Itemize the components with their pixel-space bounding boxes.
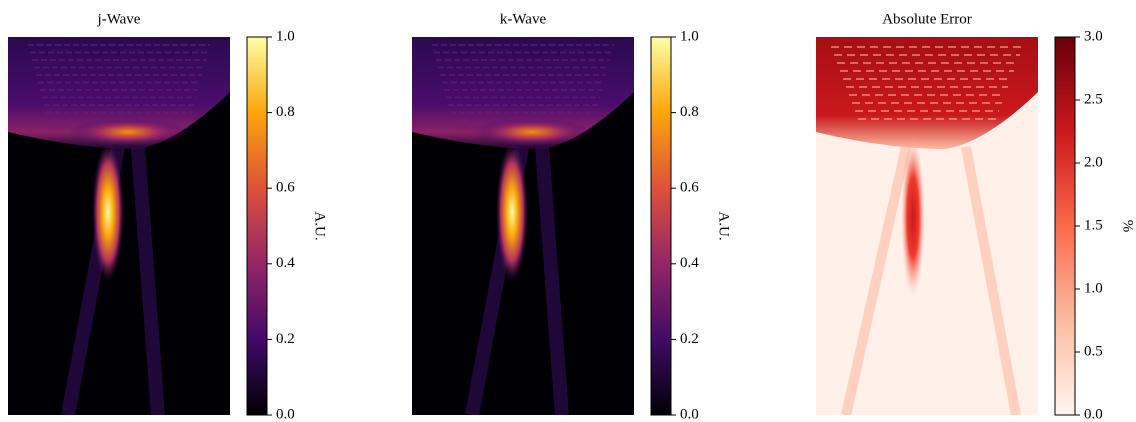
colorbar-tick-label: 0.0 bbox=[276, 406, 295, 422]
panel: k-Wave 0.0 0.2 0.4 0.6 0.8 1.0 A.U. bbox=[412, 11, 732, 422]
panel-title: j-Wave bbox=[97, 11, 141, 27]
heatmap-image bbox=[412, 37, 634, 415]
colorbar-tick-label: 2.0 bbox=[1084, 154, 1103, 170]
colorbar bbox=[1054, 36, 1076, 416]
colorbar-tick-label: 1.0 bbox=[680, 28, 699, 44]
colorbar-tick-label: 0.4 bbox=[276, 255, 295, 271]
colorbar bbox=[246, 36, 268, 416]
colorbar bbox=[650, 36, 672, 416]
image-streaks bbox=[841, 145, 1021, 415]
panel-title: Absolute Error bbox=[882, 11, 972, 27]
colorbar-tick-label: 2.5 bbox=[1084, 91, 1103, 107]
image-focus bbox=[92, 142, 124, 282]
colorbar-tick-label: 0.8 bbox=[276, 104, 295, 120]
colorbar-tick-label: 0.2 bbox=[276, 331, 295, 347]
panel-title: k-Wave bbox=[500, 11, 547, 27]
image-focus bbox=[496, 142, 528, 282]
colorbar-tick-label: 0.4 bbox=[680, 255, 699, 271]
panel: j-Wave 0.0 0.2 0.4 0.6 0.8 1.0 A.U. bbox=[8, 11, 328, 422]
image-focus bbox=[901, 137, 925, 297]
colorbar-tick-label: 0.0 bbox=[1084, 406, 1103, 422]
colorbar-tick-label: 3.0 bbox=[1084, 28, 1103, 44]
heatmap-image bbox=[816, 37, 1038, 415]
heatmap-image bbox=[8, 37, 230, 415]
colorbar-tick-label: 0.8 bbox=[680, 104, 699, 120]
colorbar-label: A.U. bbox=[716, 211, 732, 240]
panel: Absolute Error 0.0 0.5 1.0 1.5 2.0 2.5 3.0% bbox=[816, 11, 1136, 422]
colorbar-tick-label: 1.5 bbox=[1084, 217, 1103, 233]
colorbar-label: % bbox=[1120, 220, 1136, 233]
colorbar-tick-label: 0.5 bbox=[1084, 343, 1103, 359]
colorbar-tick-label: 0.6 bbox=[680, 180, 699, 196]
colorbar-tick-label: 0.2 bbox=[680, 331, 699, 347]
colorbar-tick-label: 1.0 bbox=[1084, 280, 1103, 296]
colorbar-tick-label: 0.0 bbox=[680, 406, 699, 422]
colorbar-tick-label: 1.0 bbox=[276, 28, 295, 44]
colorbar-label: A.U. bbox=[312, 211, 328, 240]
colorbar-tick-label: 0.6 bbox=[276, 180, 295, 196]
image-band bbox=[472, 118, 592, 146]
image-band bbox=[68, 118, 188, 146]
image-fan bbox=[816, 37, 1038, 149]
